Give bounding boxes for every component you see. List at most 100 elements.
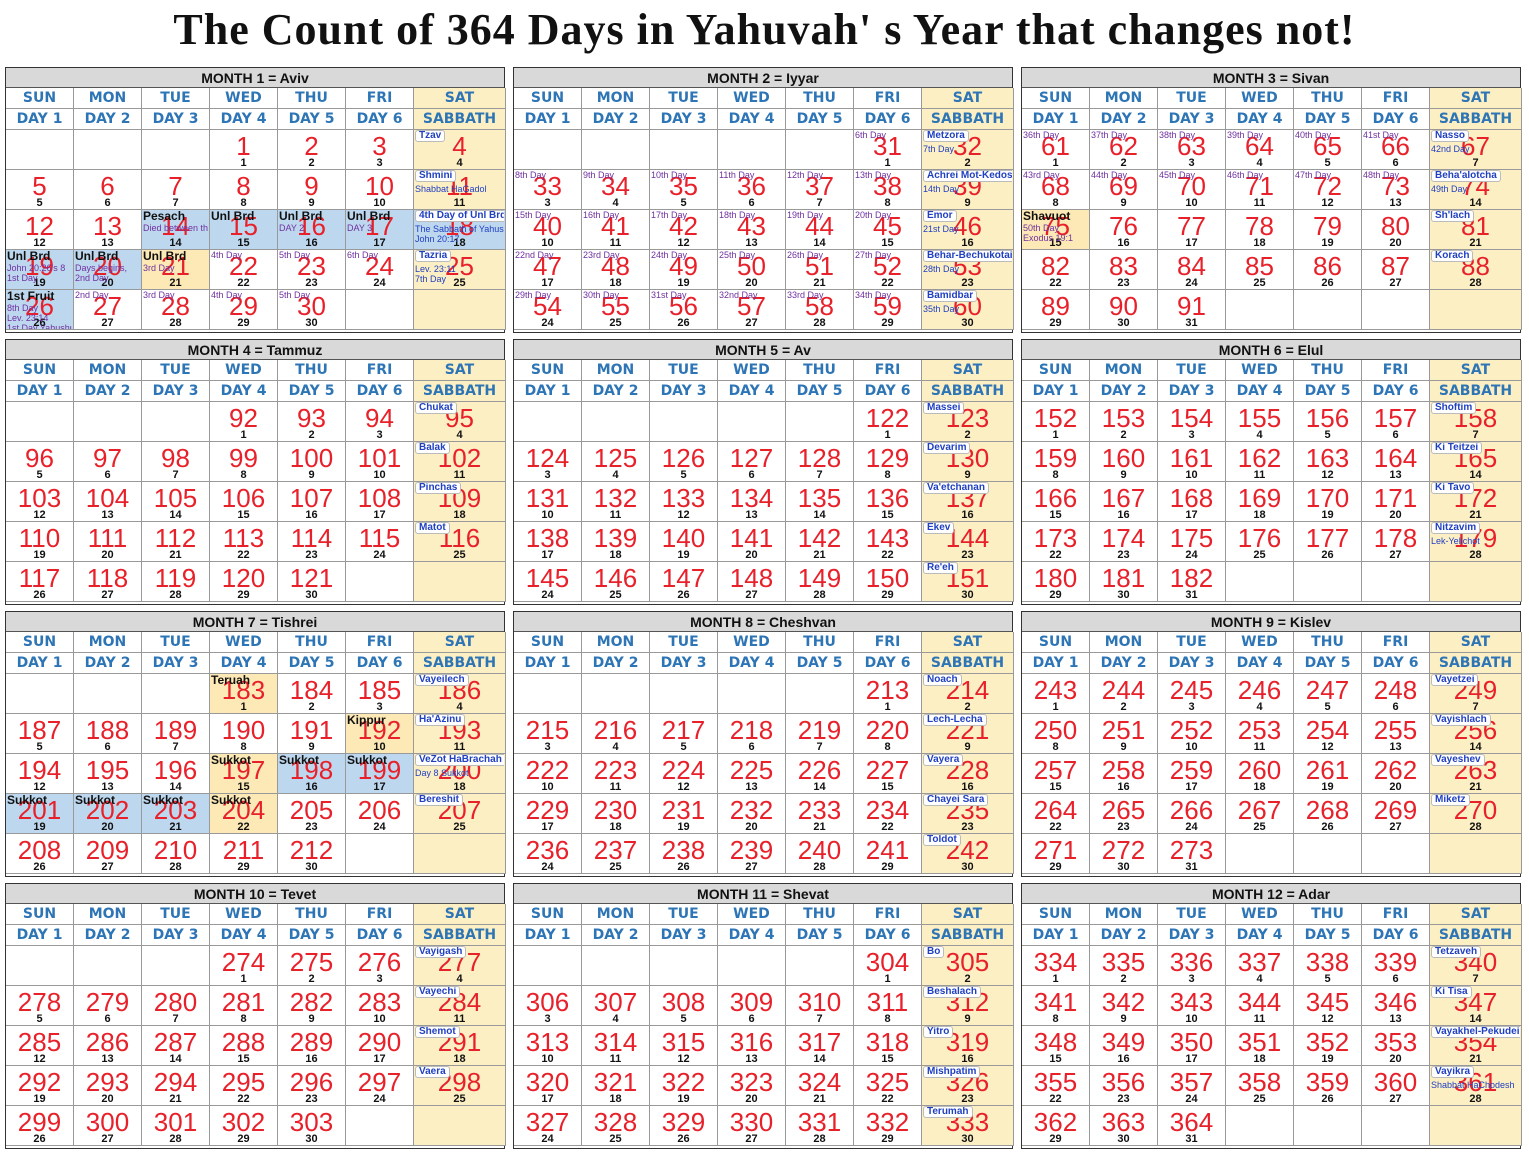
year-day-count: 362 <box>1033 1107 1078 1137</box>
month-day-number: 13 <box>101 509 114 521</box>
year-day-count: 283 <box>357 987 402 1017</box>
day-cell: 357 24 <box>1158 1066 1226 1106</box>
weekday-header: SAT <box>1430 632 1522 653</box>
year-day-count: 84 <box>1177 251 1206 281</box>
year-day-count: 131 <box>525 483 570 513</box>
day-cell: 197 15 Sukkot <box>210 754 278 794</box>
cell-notes: Sukkot <box>7 794 72 807</box>
day-cell: 343 10 <box>1158 986 1226 1026</box>
day-label-header: DAY 6 <box>854 653 922 674</box>
day-cell: 93 2 <box>278 402 346 442</box>
weekday-header: WED <box>1226 904 1294 925</box>
day-cell: 103 12 <box>6 482 74 522</box>
day-cell: 172 21 Ki Tavo <box>1430 482 1522 522</box>
cell-notes: Ki Tavo <box>1431 482 1520 496</box>
day-cell: 266 24 <box>1158 794 1226 834</box>
month-day-number: 7 <box>1472 973 1479 985</box>
cell-note: 20th Day <box>855 210 892 220</box>
day-cell <box>1294 834 1362 874</box>
day-cell: 169 18 <box>1226 482 1294 522</box>
day-cell: 157 6 <box>1362 402 1430 442</box>
month-day-number: 6 <box>748 469 755 481</box>
year-day-count: 96 <box>25 443 54 473</box>
day-cell: 316 13 <box>718 1026 786 1066</box>
weekday-header: TUE <box>650 88 718 109</box>
cell-notes: 9th Day <box>583 170 648 180</box>
day-cell: 71 11 46th Day <box>1226 170 1294 210</box>
weekday-header: MON <box>74 632 142 653</box>
cell-notes: Massei <box>923 402 1012 416</box>
weekday-header: MON <box>1090 360 1158 381</box>
day-cell: 292 19 <box>6 1066 74 1106</box>
month-day-number: 9 <box>964 469 971 481</box>
cell-notes: Shavuot 50th Day Exodus 19:1 <box>1023 210 1088 243</box>
cell-notes: Nitzavim Lek-Yelichot <box>1431 522 1520 546</box>
day-cell: 16 16 Unl Brd DAY 2 <box>278 210 346 250</box>
year-day-count: 171 <box>1373 483 1418 513</box>
month-day-number: 12 <box>677 781 690 793</box>
cell-notes: 5th Day <box>279 250 344 260</box>
month-day-number: 4 <box>1256 701 1263 713</box>
month-day-number: 6 <box>1392 157 1399 169</box>
day-cell: 56 26 31st Day <box>650 290 718 330</box>
month-day-number: 25 <box>453 277 466 289</box>
cell-notes: Vayikra Shabbat HaChodesh <box>1431 1066 1520 1090</box>
weekday-header: THU <box>786 360 854 381</box>
cell-note: Sukkot <box>7 794 48 807</box>
day-label-header: DAY 5 <box>786 925 854 946</box>
weekday-header: MON <box>74 88 142 109</box>
year-day-count: 111 <box>87 523 128 553</box>
day-cell: 144 23 Ekev <box>922 522 1014 562</box>
month-day-number: 4 <box>456 429 463 441</box>
month-box: MONTH 6 = Elul SUN DAY 1 MON DAY 2 TUE DAY 3 WE… <box>1021 339 1522 605</box>
month-day-number: 15 <box>237 1053 250 1065</box>
day-cell: 107 16 <box>278 482 346 522</box>
month-day-number: 8 <box>1052 197 1059 209</box>
month-day-number: 31 <box>1185 861 1198 873</box>
day-label-header: DAY 6 <box>1362 925 1430 946</box>
year-day-count: 344 <box>1237 987 1282 1017</box>
month-day-number: 13 <box>1389 1013 1402 1025</box>
year-day-count: 106 <box>221 483 266 513</box>
day-cell: 196 14 <box>142 754 210 794</box>
year-day-count: 94 <box>365 403 394 433</box>
day-label-header: DAY 2 <box>74 925 142 946</box>
month-day-number: 29 <box>237 861 250 873</box>
cell-note: 4th Day <box>211 290 243 300</box>
month-day-number: 26 <box>677 589 690 601</box>
day-cell: 11 11 Shmini Shabbat HaGadol <box>414 170 506 210</box>
day-cell: 57 27 32nd Day <box>718 290 786 330</box>
day-cell: 145 24 <box>514 562 582 602</box>
month-day-number: 31 <box>1185 1133 1198 1145</box>
day-label-header: DAY 1 <box>514 109 582 130</box>
cell-notes: Vayeilech <box>415 674 504 688</box>
weekday-header: FRI <box>346 360 414 381</box>
year-day-count: 140 <box>661 523 706 553</box>
year-day-count: 180 <box>1033 563 1078 593</box>
month-day-number: 14 <box>813 509 826 521</box>
weekday-header: MON <box>582 88 650 109</box>
month-day-number: 26 <box>1321 277 1334 289</box>
weekday-header: FRI <box>346 904 414 925</box>
month-day-number: 3 <box>544 469 551 481</box>
year-day-count: 108 <box>357 483 402 513</box>
year-day-count: 3 <box>372 131 387 161</box>
year-day-count: 188 <box>85 715 130 745</box>
day-cell: 252 10 <box>1158 714 1226 754</box>
weekday-header: TUE <box>1158 632 1226 653</box>
day-cell: 10 10 <box>346 170 414 210</box>
cell-note: Ki Tisa <box>1431 986 1472 998</box>
day-cell: 52 22 27th Day <box>854 250 922 290</box>
cell-note: 36th Day <box>1023 130 1060 140</box>
day-cell <box>346 562 414 602</box>
cell-notes: Pinchas <box>415 482 504 496</box>
month-day-number: 12 <box>1321 197 1334 209</box>
day-cell <box>582 130 650 170</box>
cell-note: John 20:26's 8 <box>7 263 66 273</box>
cell-notes: 37th Day <box>1091 130 1156 140</box>
cell-note: Terumah <box>923 1106 973 1118</box>
day-cell <box>1362 834 1430 874</box>
weekday-header: WED <box>1226 632 1294 653</box>
day-label-header: DAY 3 <box>142 653 210 674</box>
day-cell: 203 21 Sukkot <box>142 794 210 834</box>
